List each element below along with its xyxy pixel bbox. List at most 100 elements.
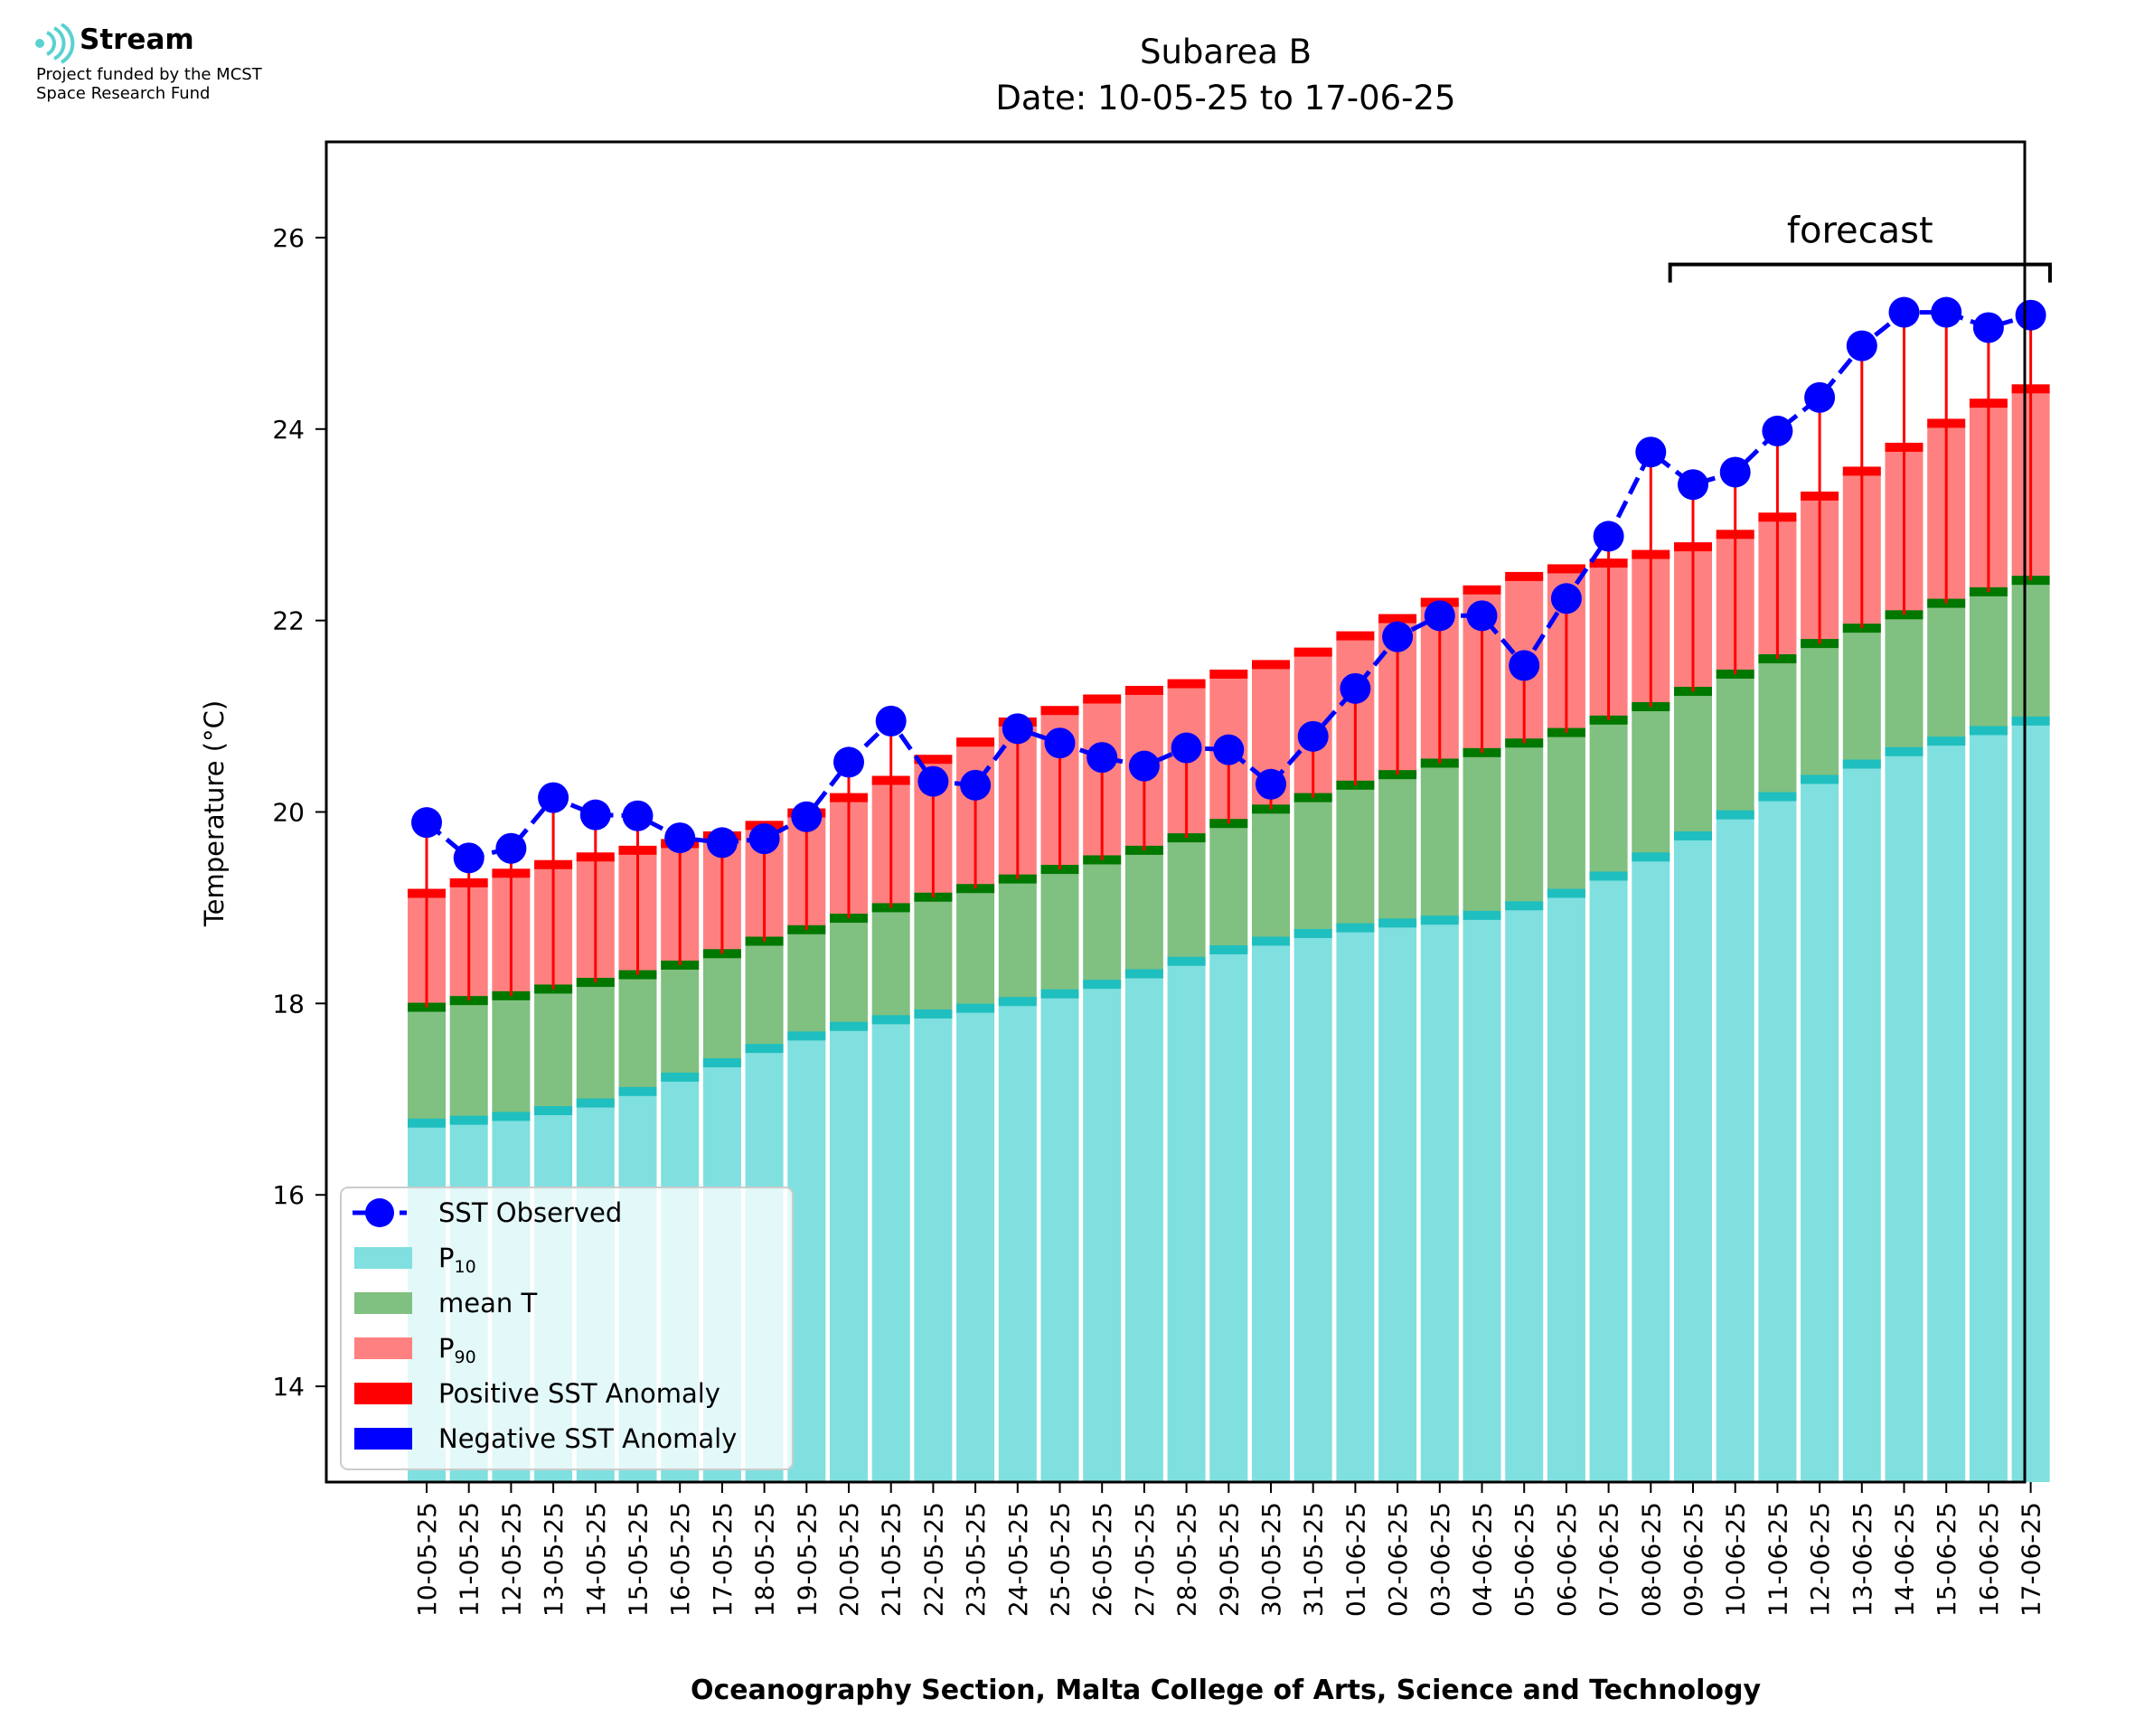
- legend-box: [340, 1187, 794, 1470]
- p10-bar: [1758, 796, 1797, 1482]
- mean-bar: [830, 918, 868, 1027]
- y-tick-label: 26: [272, 223, 305, 253]
- legend-label: mean T: [438, 1288, 537, 1318]
- p10-marker: [745, 1044, 784, 1054]
- mean-bar: [1463, 752, 1501, 915]
- sst-observed-point: [917, 765, 949, 797]
- mean-bar: [1716, 673, 1754, 815]
- p10-bar: [1209, 950, 1248, 1482]
- p10-marker: [449, 1115, 488, 1125]
- mean-bar: [956, 888, 995, 1009]
- mean-bar: [1336, 784, 1375, 928]
- mean-bar: [1378, 774, 1417, 924]
- y-tick-label: 16: [272, 1180, 305, 1210]
- p10-marker: [1632, 852, 1670, 862]
- x-tick-label: 14-06-25: [1890, 1502, 1920, 1617]
- p10-bar: [1336, 927, 1375, 1482]
- y-tick-label: 24: [272, 415, 305, 445]
- x-tick-label: 01-06-25: [1340, 1502, 1370, 1617]
- p90-marker: [1040, 706, 1079, 716]
- legend-label-subscript: 10: [455, 1257, 476, 1277]
- x-tick-label: 20-05-25: [834, 1502, 864, 1617]
- mean-bar: [745, 941, 784, 1049]
- x-tick-label: 26-05-25: [1087, 1502, 1117, 1617]
- bars-layer: [408, 384, 2050, 1482]
- sst-observed-point: [579, 799, 611, 830]
- sst-observed-point: [664, 822, 696, 854]
- p10-bar: [1252, 941, 1290, 1482]
- p10-bar: [1632, 857, 1670, 1482]
- logo-funding-line2: Space Research Fund: [36, 84, 211, 103]
- mean-bar: [618, 974, 657, 1092]
- mean-bar: [1589, 719, 1628, 877]
- x-tick-label: 13-05-25: [539, 1502, 569, 1617]
- p10-bar: [787, 1036, 826, 1482]
- sst-observed-point: [1804, 381, 1836, 413]
- y-axis: 14 16 18 20 22 24 26: [272, 223, 326, 1402]
- y-axis-label: Temperature (°C): [199, 700, 230, 927]
- sst-observed-point: [833, 746, 864, 778]
- p10-marker: [1167, 956, 1206, 966]
- x-tick-label: 16-06-25: [1974, 1502, 2004, 1617]
- x-tick-label: 12-06-25: [1805, 1502, 1835, 1617]
- forecast-label: forecast: [1787, 211, 1933, 252]
- x-tick-label: 04-06-25: [1468, 1502, 1498, 1617]
- mean-bar: [1547, 732, 1585, 894]
- mean-bar: [1885, 615, 1924, 752]
- mean-bar: [492, 995, 531, 1117]
- p10-marker: [871, 1015, 910, 1025]
- p10-marker: [1716, 810, 1754, 820]
- x-tick-label: 27-05-25: [1130, 1502, 1160, 1617]
- p10-marker: [1420, 915, 1459, 925]
- legend-swatch: [354, 1292, 412, 1314]
- p90-marker: [1083, 694, 1122, 704]
- stream-logo: Stream Project funded by the MCST Space …: [33, 23, 262, 103]
- mean-bar: [1124, 849, 1163, 974]
- sst-observed-point: [1424, 600, 1455, 632]
- legend-label: P10: [438, 1243, 476, 1277]
- y-tick-label: 20: [272, 798, 305, 828]
- p10-marker: [661, 1072, 700, 1082]
- p10-bar: [1801, 779, 1839, 1482]
- mean-bar: [408, 1007, 446, 1123]
- sst-observed-point: [1213, 734, 1245, 765]
- p10-marker: [618, 1086, 657, 1096]
- x-tick-label: 19-05-25: [792, 1502, 822, 1617]
- observed-series-layer: [411, 296, 2046, 874]
- mean-bar: [787, 929, 826, 1037]
- p10-bar: [998, 1001, 1037, 1482]
- x-tick-label: 25-05-25: [1046, 1502, 1076, 1617]
- y-tick-label: 18: [272, 989, 305, 1018]
- sst-observed-point: [495, 832, 527, 864]
- sst-observed-point: [1762, 415, 1793, 446]
- p10-bar: [1420, 920, 1459, 1482]
- chart-title: Subarea B: [1140, 33, 1312, 71]
- p10-bar: [1969, 730, 2008, 1482]
- mean-bar: [998, 878, 1037, 1002]
- x-tick-label: 06-06-25: [1552, 1502, 1582, 1617]
- p10-marker: [914, 1009, 953, 1019]
- p90-marker: [1463, 585, 1501, 595]
- sst-observed-point: [1044, 727, 1076, 759]
- mean-bar: [1758, 659, 1797, 797]
- x-tick-label: 28-05-25: [1172, 1502, 1202, 1617]
- mean-bar: [1842, 628, 1881, 765]
- x-tick-label: 15-06-25: [1932, 1502, 1961, 1617]
- mean-bar: [1209, 823, 1248, 951]
- p10-marker: [408, 1118, 446, 1128]
- p10-marker: [1083, 980, 1122, 990]
- p10-bar: [1589, 876, 1628, 1482]
- mean-bar: [1927, 603, 1966, 742]
- x-tick-label: 14-05-25: [581, 1502, 611, 1617]
- p10-bar: [1378, 923, 1417, 1482]
- p10-marker: [1124, 969, 1163, 979]
- p10-marker: [1336, 923, 1375, 933]
- p10-marker: [830, 1021, 868, 1031]
- p10-bar: [1674, 835, 1712, 1482]
- x-tick-label: 02-06-25: [1383, 1502, 1413, 1617]
- x-tick-label: 07-06-25: [1594, 1502, 1624, 1617]
- sst-observed-point: [1678, 469, 1708, 501]
- legend-swatch: [354, 1428, 412, 1450]
